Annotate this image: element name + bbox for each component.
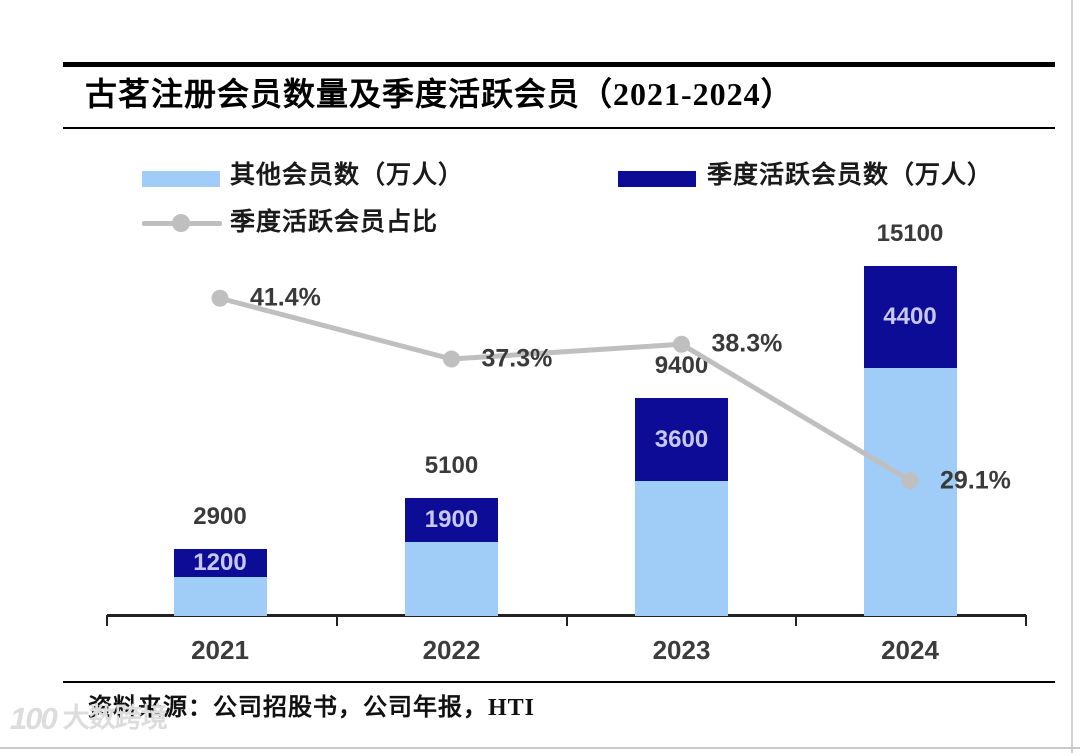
bar-segment-other-2021 [173, 576, 267, 616]
window-right-border [1071, 0, 1073, 753]
bar-active-value-2023: 3600 [654, 425, 709, 453]
title-top-rule [63, 62, 1055, 67]
footer-rule [63, 681, 1055, 683]
line-marker-2022 [443, 350, 460, 368]
x-axis-tick [565, 615, 568, 626]
x-axis-tick [106, 615, 108, 626]
line-marker-2021 [211, 289, 229, 307]
title-bottom-rule [63, 127, 1055, 129]
source-note: 资料来源：公司招股书，公司年报，HTI [88, 695, 536, 721]
legend-swatch-active-members [618, 171, 696, 187]
ratio-label-2024: 29.1% [940, 466, 1011, 495]
legend-label-other-members: 其他会员数（万人） [230, 162, 465, 189]
watermark-brand: 大数跨境 [62, 703, 168, 733]
x-axis-label-2021: 2021 [191, 635, 249, 665]
watermark-logo-icon: 100 [10, 701, 58, 736]
page-title: 古茗注册会员数量及季度活跃会员（2021-2024） [85, 76, 794, 112]
line-marker-2023 [673, 335, 690, 353]
bar-segment-other-2022 [405, 541, 498, 616]
ratio-label-2023: 38.3% [711, 329, 783, 358]
legend-label-active-members: 季度活跃会员数（万人） [707, 162, 994, 189]
x-axis-label-2023: 2023 [652, 635, 711, 665]
bar-active-value-2022: 1900 [424, 505, 479, 533]
active-ratio-polyline [217, 295, 913, 484]
ratio-label-2021: 41.4% [250, 283, 321, 312]
legend-swatch-other-members [142, 171, 220, 187]
bar-active-value-2024: 4400 [883, 302, 937, 330]
bar-segment-active-2022 [405, 497, 498, 542]
legend-label-active-ratio: 季度活跃会员占比 [230, 209, 439, 236]
legend-dot-icon [172, 214, 190, 232]
x-axis-tick [795, 615, 798, 626]
x-axis-tick [335, 615, 338, 626]
x-axis-label-2024: 2024 [881, 635, 939, 665]
x-axis-tick [1025, 615, 1027, 626]
ratio-label-2022: 37.3% [481, 344, 553, 373]
x-axis-label-2022: 2022 [422, 635, 481, 665]
bar-active-value-2021: 1200 [193, 548, 247, 576]
bar-total-value-2024: 15100 [876, 219, 944, 247]
bar-total-value-2021: 2900 [193, 502, 247, 530]
bar-segment-other-2023 [635, 481, 728, 616]
bar-segment-active-2021 [173, 548, 267, 577]
bar-total-value-2023: 9400 [654, 351, 709, 379]
bar-total-value-2022: 5100 [424, 451, 479, 479]
watermark: 100 大数跨境 [10, 701, 168, 736]
window-bottom-border [0, 747, 1080, 749]
